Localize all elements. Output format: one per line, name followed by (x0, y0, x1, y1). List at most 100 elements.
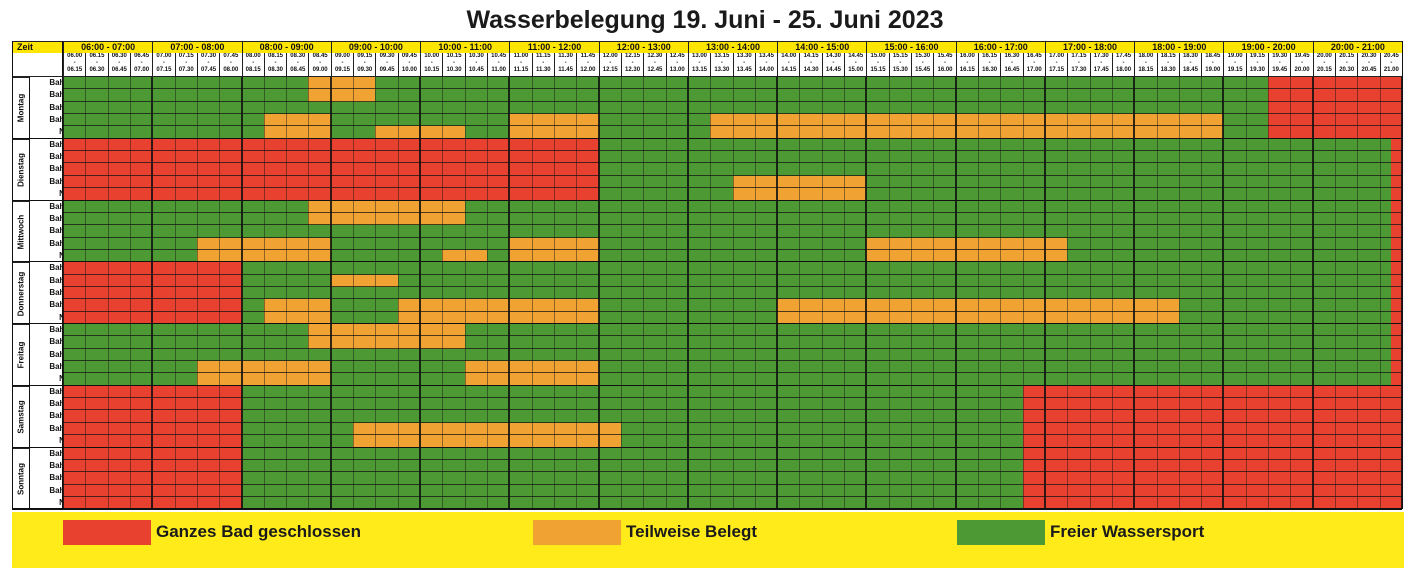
slot-end: 11.30 (535, 67, 551, 73)
quarter-line (85, 77, 87, 510)
lane-closed (1268, 89, 1402, 102)
slot-header: 13.00-13.15 (687, 53, 711, 76)
quarter-line (1268, 77, 1270, 510)
lane-closed (1022, 496, 1402, 510)
hour-line (329, 77, 332, 510)
slot-dash: - (453, 60, 456, 66)
hour-header: 10:00 - 11:00 (420, 41, 510, 53)
slot-dash: - (631, 60, 634, 66)
slot-start: 18.45 (1205, 53, 1221, 59)
slot-header: 13.15-13.30 (710, 53, 733, 76)
row-separator (63, 187, 1402, 189)
lane-partial (710, 114, 1224, 127)
slot-header: 10.30-10.45 (464, 53, 487, 76)
lane-closed (1390, 151, 1402, 164)
slot-end: 13.30 (714, 67, 730, 73)
lane-closed (1390, 311, 1402, 324)
slot-header: 14.45-15.00 (844, 53, 867, 76)
day-label: Sonntag (12, 447, 29, 510)
lane-closed (1390, 348, 1402, 362)
slot-end: 09.00 (312, 67, 328, 73)
row-separator (63, 397, 1402, 399)
lane-closed (1390, 324, 1402, 337)
row-separator (63, 224, 1402, 226)
slot-start: 08.15 (267, 53, 283, 59)
lane-closed (1390, 373, 1402, 386)
lane-partial (196, 361, 331, 374)
slot-dash: - (854, 60, 857, 66)
slot-header: 07.45-08.00 (219, 53, 242, 76)
slot-start: 19.00 (1227, 53, 1243, 59)
slot-start: 15.15 (892, 53, 908, 59)
slot-start: 08.30 (290, 53, 306, 59)
slot-end: 18.00 (1116, 67, 1132, 73)
slot-start: 16.00 (959, 53, 975, 59)
slot-dash: - (609, 60, 612, 66)
slot-start: 14.45 (848, 53, 864, 59)
hour-line (151, 77, 154, 510)
slot-start: 12.45 (669, 53, 685, 59)
row-separator (63, 273, 1402, 275)
slot-end: 18.45 (1182, 67, 1198, 73)
quarter-line (1178, 77, 1180, 510)
day-name: Freitag (16, 342, 25, 369)
slot-start: 06.30 (111, 53, 127, 59)
quarter-line (821, 77, 823, 510)
slot-header: 13.30-13.45 (732, 53, 755, 76)
lane-closed (1390, 200, 1402, 213)
lane-closed (1022, 472, 1402, 485)
slot-header: 15.00-15.15 (866, 53, 889, 76)
slot-dash: - (1301, 60, 1304, 66)
slot-dash: - (1055, 60, 1058, 66)
slot-end: 10.15 (424, 67, 440, 73)
quarter-line (286, 77, 288, 510)
slot-start: 20.30 (1361, 53, 1377, 59)
slot-start: 07.15 (178, 53, 194, 59)
slot-end: 10.00 (401, 67, 417, 73)
slot-header: 08.45-09.00 (308, 53, 331, 76)
slot-start: 15.00 (870, 53, 886, 59)
hour-line (776, 77, 779, 510)
row-separator (63, 298, 1402, 300)
hour-line (1043, 77, 1046, 510)
grid-left-edge (12, 41, 13, 510)
slot-end: 19.45 (1272, 67, 1288, 73)
slot-end: 09.30 (357, 67, 373, 73)
hour-header: 06:00 - 07:00 (63, 41, 153, 53)
lane-closed (1022, 435, 1402, 448)
hour-line (954, 77, 957, 510)
lane-partial (308, 89, 376, 102)
hour-header: 19:00 - 20:00 (1223, 41, 1313, 53)
slot-start: 07.45 (223, 53, 239, 59)
lane-closed (1022, 422, 1402, 436)
quarter-line (977, 77, 979, 510)
slot-header: 14.15-14.30 (799, 53, 822, 76)
lane-partial (308, 77, 376, 90)
quarter-line (487, 77, 489, 510)
lane-partial (308, 212, 465, 226)
slot-header: 15.45-16.00 (933, 53, 956, 76)
slot-dash: - (1167, 60, 1170, 66)
slot-header: 12.30-12.45 (643, 53, 666, 76)
slot-start: 11.15 (535, 53, 551, 59)
slot-header: 07.00-07.15 (152, 53, 175, 76)
quarter-line (353, 77, 355, 510)
lane-partial (509, 249, 599, 263)
day-label: Donnerstag (12, 262, 29, 324)
slot-header: 17.30-17.45 (1089, 53, 1112, 76)
slot-end: 17.00 (1026, 67, 1042, 73)
slot-dash: - (95, 60, 98, 66)
slot-start: 18.15 (1160, 53, 1176, 59)
row-separator (63, 495, 1402, 497)
slot-end: 18.15 (1138, 67, 1154, 73)
slot-header: 18.30-18.45 (1178, 53, 1202, 76)
slot-header: 10.15-10.30 (442, 53, 465, 76)
row-separator (63, 113, 1402, 115)
slot-header: 09.00-09.15 (330, 53, 354, 76)
slot-start: 11.00 (513, 53, 529, 59)
lane-partial (263, 311, 331, 324)
slot-dash: - (1122, 60, 1125, 66)
row-separator (63, 236, 1402, 238)
slot-header: 16.00-16.15 (955, 53, 978, 76)
slot-header: 13.45-14.00 (754, 53, 778, 76)
